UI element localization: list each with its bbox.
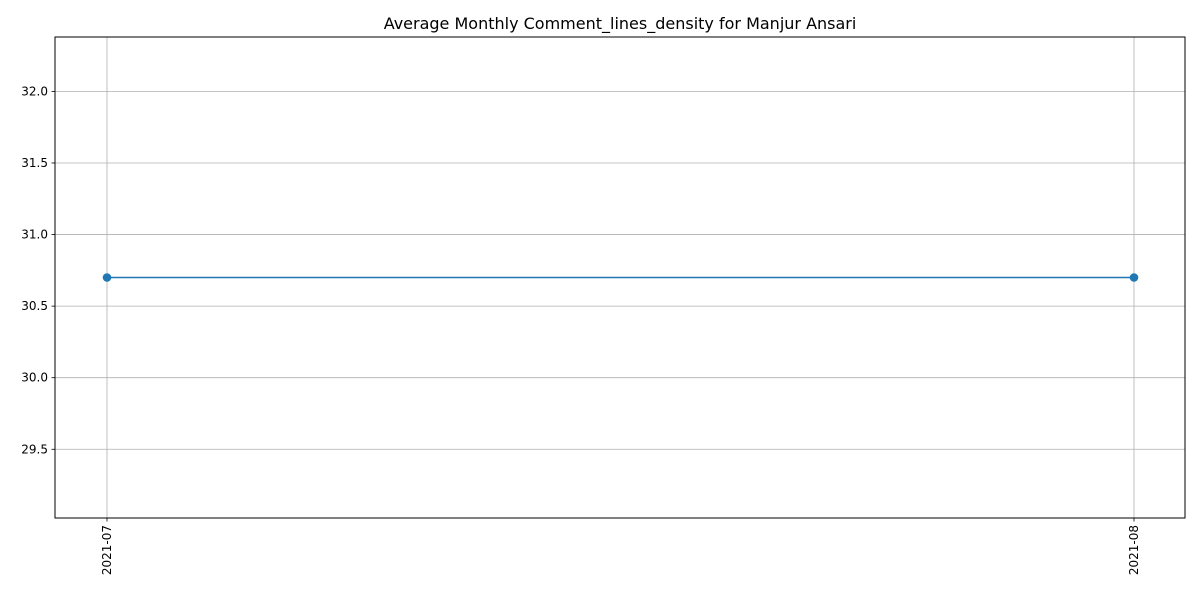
y-tick-label: 30.0 <box>21 371 48 385</box>
data-point-marker <box>103 273 112 282</box>
data-point-marker <box>1130 273 1139 282</box>
x-tick-label: 2021-07 <box>100 525 114 575</box>
chart-title: Average Monthly Comment_lines_density fo… <box>384 14 857 34</box>
y-tick-label: 30.5 <box>21 299 48 313</box>
y-tick-label: 31.5 <box>21 156 48 170</box>
y-tick-label: 29.5 <box>21 442 48 456</box>
y-tick-label: 32.0 <box>21 84 48 98</box>
x-tick-label: 2021-08 <box>1127 525 1141 575</box>
y-tick-label: 31.0 <box>21 228 48 242</box>
